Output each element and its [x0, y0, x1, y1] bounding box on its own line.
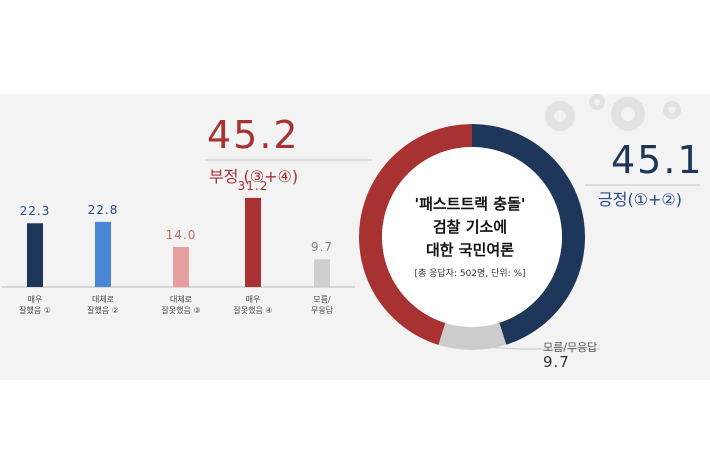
- bar-value-label-4: 9.7: [310, 240, 334, 255]
- bar-1: [95, 221, 111, 287]
- bar-category-label-4-line-1: 무응답: [310, 306, 334, 315]
- positive-total-label: 긍정(①+②): [598, 190, 683, 209]
- bar-value-label-0: 22.3: [19, 204, 51, 219]
- no-answer-label: 모름/무응답: [543, 341, 598, 354]
- bar-value-label-1: 22.8: [87, 202, 119, 217]
- bar-category-label-3-line-0: 매우: [245, 295, 261, 304]
- donut-title-line-1: '패스트트랙 충돌': [414, 195, 526, 213]
- donut-hole: [382, 147, 562, 327]
- bar-0: [27, 223, 43, 287]
- bar-3: [245, 197, 261, 287]
- bar-category-label-2-line-0: 대체로: [169, 295, 193, 304]
- bar-category-label-2-line-1: 잘못했음 ③: [161, 306, 201, 315]
- bar-category-label-3-line-1: 잘못했음 ④: [233, 306, 273, 315]
- bar-category-label-1-line-0: 대체로: [91, 295, 115, 304]
- negative-total-label: 부정 (③+④): [209, 167, 299, 186]
- bar-category-label-0-line-0: 매우: [27, 295, 43, 304]
- bar-category-label-4-line-0: 모름/: [313, 295, 331, 304]
- bar-2: [173, 247, 189, 287]
- no-answer-leader-line: [461, 345, 600, 350]
- bar-category-label-1-line-1: 잘했음 ②: [87, 306, 119, 315]
- donut-slice-1: [438, 322, 507, 350]
- donut-title-line-3: 대한 국민여론: [425, 241, 515, 259]
- bar-value-label-2: 14.0: [165, 228, 197, 242]
- bar-category-label-0-line-1: 잘했음 ①: [19, 306, 51, 315]
- bar-value-label-3: 31.2: [237, 178, 269, 193]
- donut-slice-2: [359, 124, 472, 345]
- donut-note: [총 응답자: 502명, 단위: %]: [414, 269, 526, 279]
- bar-category-label-4: 모름/무응답: [287, 294, 357, 316]
- positive-total-value: 45.1: [611, 138, 704, 182]
- donut-slice-0: [472, 124, 585, 345]
- chart-background-panel: [0, 94, 710, 380]
- negative-total-value: 45.2: [207, 113, 300, 157]
- gear-cluster-icon: [545, 94, 681, 131]
- donut-title-line-2: 검찰 기소에: [432, 218, 508, 236]
- no-answer-value: 9.7: [543, 353, 570, 371]
- bar-4: [314, 259, 330, 287]
